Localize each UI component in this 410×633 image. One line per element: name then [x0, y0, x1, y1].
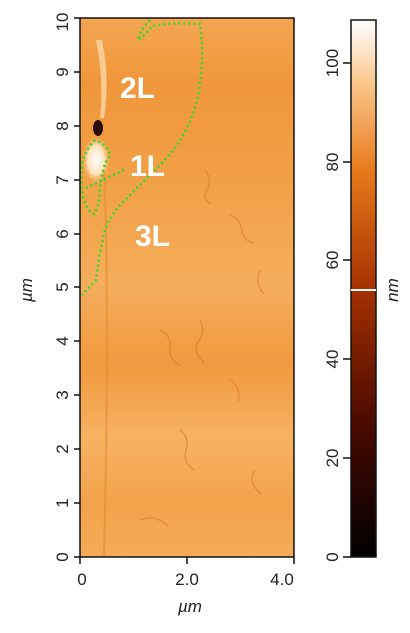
- y-tick-label-7: 7: [53, 175, 72, 184]
- colorbar-tick-label-100: 100: [323, 49, 342, 77]
- x-tick-label-2: 4.0: [270, 570, 294, 589]
- y-tick-label-2: 2: [53, 444, 72, 453]
- x-ticks: [79, 557, 295, 564]
- colorbar: 0 20 40 60 80 100 nm: [323, 19, 402, 562]
- region-label-2L: 2L: [120, 72, 155, 105]
- colorbar-ticks: [343, 62, 351, 558]
- y-tick-label-9: 9: [53, 67, 72, 76]
- dark-defect: [93, 120, 103, 136]
- bright-ridge: [96, 40, 107, 118]
- colorbar-tick-label-80: 80: [323, 153, 342, 172]
- outline-1L-pointer: [85, 168, 125, 190]
- colorbar-tick-label-0: 0: [323, 552, 342, 561]
- region-label-3L: 3L: [135, 220, 170, 253]
- height-map: 2L 1L 3L: [79, 17, 295, 558]
- wrinkles: [139, 169, 265, 527]
- x-tick-label-1: 2.0: [175, 570, 199, 589]
- outline-2L-boundary: [81, 19, 204, 296]
- ridge-line: [103, 169, 108, 558]
- y-tick-label-6: 6: [53, 229, 72, 238]
- colorbar-tick-label-20: 20: [323, 449, 342, 468]
- x-tick-label-0: 0: [77, 570, 86, 589]
- map-background: [80, 18, 294, 557]
- colorbar-unit-label: nm: [383, 278, 402, 302]
- colorbar-tick-label-40: 40: [323, 350, 342, 369]
- outline-1L-region: [80, 138, 112, 216]
- y-ticks: [74, 17, 80, 558]
- y-tick-label-8: 8: [53, 121, 72, 130]
- x-axis: 0 2.0 4.0 µm: [77, 557, 295, 616]
- y-tick-label-5: 5: [53, 282, 72, 291]
- layer-outlines: [80, 19, 204, 296]
- y-tick-label-1: 1: [53, 498, 72, 507]
- y-axis: 0 1 2 3 4 5 6 7 8 9 10 µm: [17, 13, 80, 562]
- region-label-1L: 1L: [130, 150, 165, 183]
- y-tick-label-3: 3: [53, 390, 72, 399]
- y-axis-label: µm: [17, 278, 36, 303]
- colorbar-tick-label-60: 60: [323, 251, 342, 270]
- colorbar-gradient: [350, 19, 377, 558]
- x-axis-label: µm: [177, 597, 202, 616]
- y-tick-label-4: 4: [53, 336, 72, 345]
- y-tick-label-0: 0: [53, 552, 72, 561]
- y-tick-label-10: 10: [53, 13, 72, 32]
